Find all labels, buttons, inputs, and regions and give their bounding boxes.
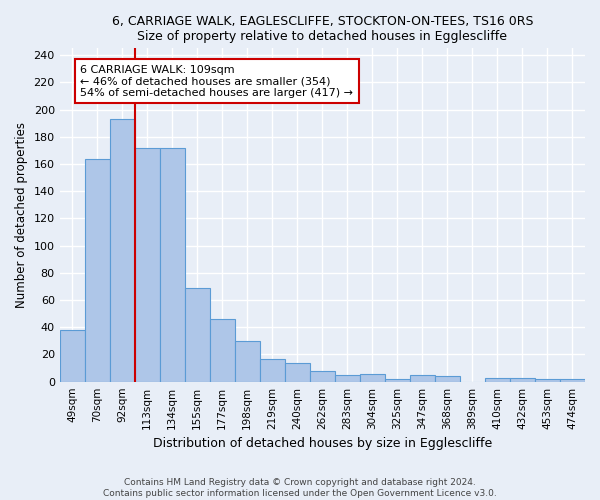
Bar [410,375,435,382]
Bar [560,379,585,382]
Bar [85,158,110,382]
Bar [185,288,210,382]
Text: Contains HM Land Registry data © Crown copyright and database right 2024.
Contai: Contains HM Land Registry data © Crown c… [103,478,497,498]
Bar [59,330,85,382]
Y-axis label: Number of detached properties: Number of detached properties [15,122,28,308]
Bar [135,148,160,382]
Bar [285,362,310,382]
Text: 6 CARRIAGE WALK: 109sqm
← 46% of detached houses are smaller (354)
54% of semi-d: 6 CARRIAGE WALK: 109sqm ← 46% of detache… [80,64,353,98]
Bar [260,358,285,382]
Bar [160,148,185,382]
Bar [385,379,410,382]
Bar [360,374,385,382]
Bar [485,378,510,382]
Bar [235,341,260,382]
Bar [510,378,535,382]
Bar [435,376,460,382]
Bar [210,319,235,382]
Bar [310,371,335,382]
Bar [335,375,360,382]
X-axis label: Distribution of detached houses by size in Egglescliffe: Distribution of detached houses by size … [153,437,492,450]
Title: 6, CARRIAGE WALK, EAGLESCLIFFE, STOCKTON-ON-TEES, TS16 0RS
Size of property rela: 6, CARRIAGE WALK, EAGLESCLIFFE, STOCKTON… [112,15,533,43]
Bar [110,119,135,382]
Bar [535,379,560,382]
